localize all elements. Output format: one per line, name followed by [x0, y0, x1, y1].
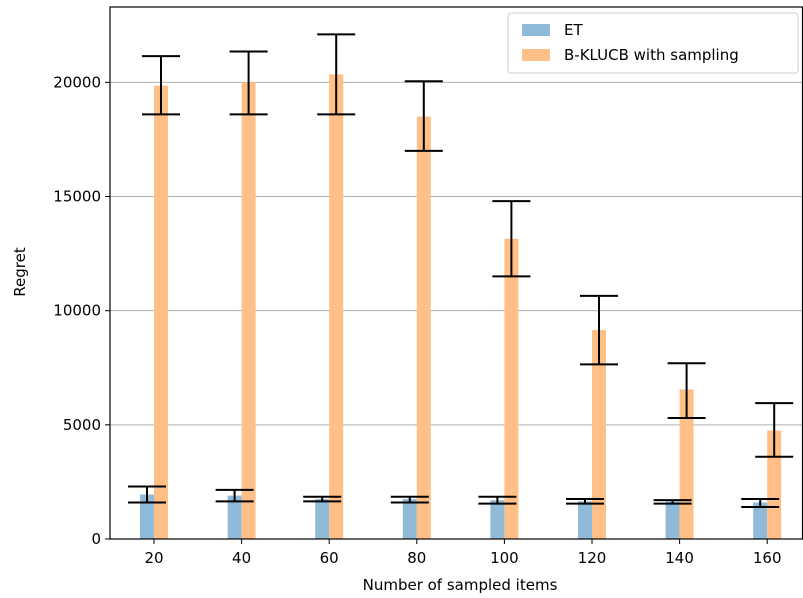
- bar-bklucb: [154, 85, 168, 540]
- bar-et: [665, 501, 680, 539]
- x-tick-label: 160: [753, 549, 782, 567]
- tick-labels: 0 5000 10000 15000 20000 20 40 60 80 100 120 140 160: [53, 73, 781, 567]
- legend-swatch: [522, 49, 550, 61]
- bar-et: [227, 495, 242, 539]
- bar-bklucb: [241, 82, 256, 539]
- error-bars: [128, 33, 794, 509]
- bar-bklucb: [592, 330, 606, 539]
- bar-et: [578, 501, 592, 539]
- y-tick-label: 20000: [53, 73, 101, 91]
- bar-bklucb: [416, 116, 431, 540]
- bar-bklucb: [329, 74, 344, 539]
- x-axis-label: Number of sampled items: [363, 576, 558, 594]
- x-tick-label: 120: [578, 549, 607, 567]
- legend-label: B-KLUCB with sampling: [564, 46, 739, 64]
- x-tick-label: 20: [144, 549, 163, 567]
- bar-et: [753, 502, 768, 539]
- y-tick-label: 10000: [53, 302, 101, 320]
- legend: ET B-KLUCB with sampling: [507, 12, 799, 74]
- x-tick-label: 80: [407, 549, 426, 567]
- y-tick-label: 0: [91, 530, 101, 548]
- bar-et: [315, 499, 330, 539]
- x-tick-label: 40: [232, 549, 251, 567]
- y-axis-label: Regret: [11, 247, 29, 297]
- y-tick-label: 15000: [53, 188, 101, 206]
- legend-box: [507, 12, 799, 74]
- bar-et: [490, 500, 505, 539]
- legend-swatch: [522, 24, 550, 36]
- bar-et: [402, 499, 417, 539]
- x-tick-label: 60: [320, 549, 339, 567]
- x-tick-label: 100: [490, 549, 519, 567]
- bars: [140, 74, 782, 540]
- legend-label: ET: [564, 21, 583, 39]
- plot-frame: [109, 6, 803, 540]
- bar-bklucb: [504, 238, 519, 539]
- y-tick-label: 5000: [63, 416, 101, 434]
- bar-bklucb: [679, 389, 694, 539]
- bar-et: [140, 494, 154, 539]
- gridlines: [110, 81, 803, 540]
- axes: [105, 6, 803, 544]
- x-tick-label: 140: [665, 549, 694, 567]
